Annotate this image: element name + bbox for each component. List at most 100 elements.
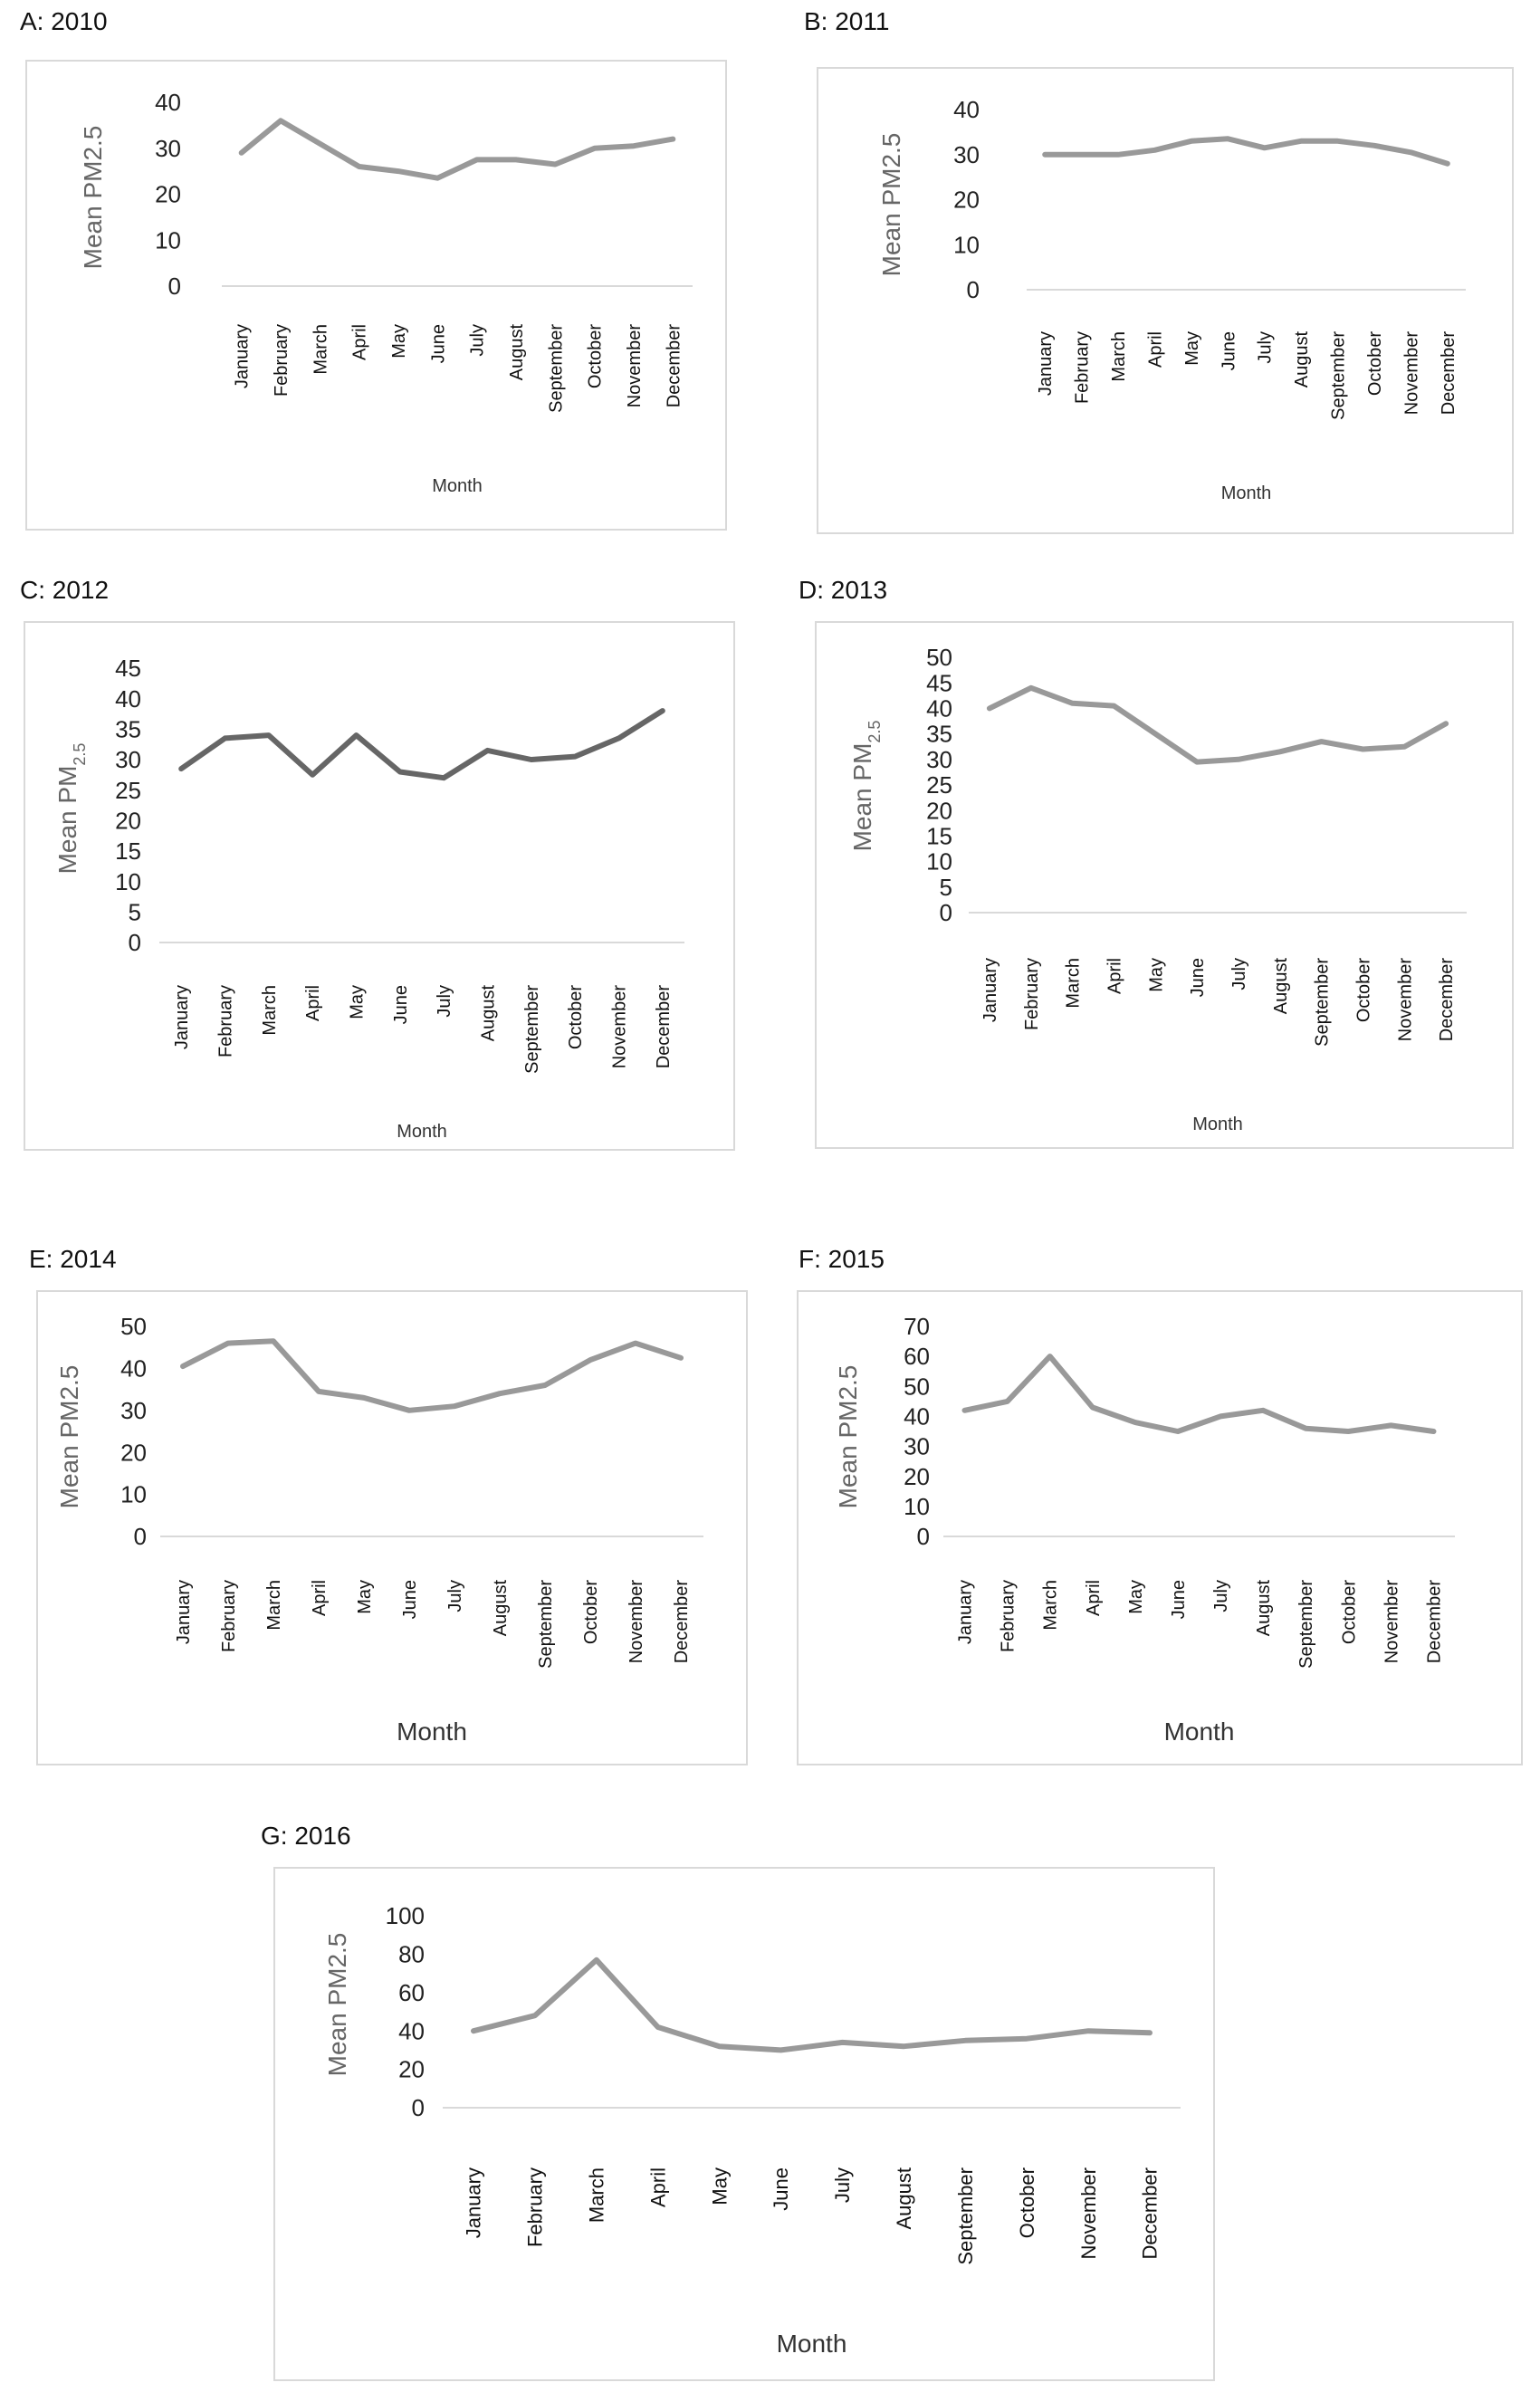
data-point xyxy=(1149,2032,1151,2033)
data-point xyxy=(594,148,596,149)
x-category-label: July xyxy=(1256,331,1276,364)
y-axis-label: Mean PM2.5 xyxy=(53,743,89,875)
x-category-label: September xyxy=(1296,1580,1316,1669)
y-tick-label: 40 xyxy=(155,89,181,116)
data-point xyxy=(363,1397,365,1399)
x-category-label: February xyxy=(524,2167,547,2247)
y-tick-label: 30 xyxy=(926,746,952,773)
y-tick-label: 40 xyxy=(904,1403,930,1430)
data-point xyxy=(903,2045,904,2047)
chart-a-2010: 0 10 20 30 40 Mean PM2.5 January February March A… xyxy=(25,60,727,531)
series-line xyxy=(961,1354,1437,1434)
data-point xyxy=(1300,140,1302,142)
data-point xyxy=(1305,1428,1306,1430)
data-point xyxy=(1081,154,1083,156)
y-axis-label: Mean PM2.5 xyxy=(323,1933,351,2077)
data-point xyxy=(1154,733,1156,735)
chart-g-2016: 0 20 40 60 80 100 Mean PM2.5 January February Mar… xyxy=(273,1867,1215,2381)
x-category-label: September xyxy=(1329,331,1349,420)
chart-svg: 0 10 20 30 40 Mean PM2.5 January February March A… xyxy=(877,96,1466,503)
data-point xyxy=(182,1365,184,1367)
data-point xyxy=(487,750,489,751)
data-point xyxy=(1321,741,1323,742)
x-category-label: July xyxy=(468,324,488,357)
panel-title-a: A: 2010 xyxy=(20,7,108,35)
x-category-label: September xyxy=(522,985,542,1074)
x-category-label: April xyxy=(310,1580,330,1616)
y-tick-label: 30 xyxy=(120,1397,147,1424)
x-category-label: November xyxy=(1395,958,1415,1042)
y-tick-label: 0 xyxy=(129,929,141,956)
x-category-label: June xyxy=(1219,331,1239,370)
x-category-label: November xyxy=(625,324,645,408)
y-tick-label: 0 xyxy=(940,899,952,926)
data-point xyxy=(1447,163,1449,165)
y-tick-label: 15 xyxy=(115,837,141,865)
x-category-label: May xyxy=(355,1580,375,1614)
x-category-label: September xyxy=(1313,958,1333,1047)
chart-c-2012: 0 5 10 15 20 25 30 35 40 45 Mean PM2.5 January Febru… xyxy=(24,621,735,1151)
data-point xyxy=(443,777,445,779)
data-point xyxy=(397,170,399,172)
data-point xyxy=(227,1343,229,1344)
data-point xyxy=(356,734,358,736)
x-category-label: November xyxy=(627,1580,646,1664)
x-category-label: April xyxy=(646,2167,669,2207)
y-tick-label: 40 xyxy=(953,96,980,123)
data-point xyxy=(1196,761,1198,763)
x-category-label: October xyxy=(581,1580,601,1644)
data-point xyxy=(473,2030,474,2032)
x-category-label: October xyxy=(1353,958,1373,1022)
x-category-label: February xyxy=(219,1580,239,1652)
series-line xyxy=(180,1338,684,1413)
data-point xyxy=(408,1410,410,1411)
y-tick-label: 10 xyxy=(120,1481,147,1508)
y-tick-label: 40 xyxy=(115,685,141,713)
y-tick-label: 50 xyxy=(120,1313,147,1340)
y-axis-label: Mean PM2.5 xyxy=(55,1365,83,1509)
y-tick-label: 30 xyxy=(953,141,980,168)
x-category-label: January xyxy=(1036,331,1056,396)
data-point xyxy=(241,152,243,154)
x-category-label: November xyxy=(1382,1580,1401,1664)
x-category-label: December xyxy=(1439,331,1459,416)
panel-title-d: D: 2013 xyxy=(799,576,888,604)
x-category-label: June xyxy=(391,985,411,1024)
x-category-label: June xyxy=(1188,958,1208,997)
data-point xyxy=(964,2040,966,2042)
data-point xyxy=(399,770,401,772)
data-point xyxy=(1262,1410,1264,1411)
y-tick-label: 25 xyxy=(926,771,952,799)
y-tick-label: 60 xyxy=(904,1343,930,1370)
data-point xyxy=(1153,149,1155,151)
x-category-label: October xyxy=(1016,2167,1038,2238)
y-tick-label: 30 xyxy=(115,746,141,773)
x-category-label: March xyxy=(311,324,330,375)
data-point xyxy=(1362,749,1363,751)
data-point xyxy=(618,737,620,739)
data-point xyxy=(1044,154,1046,156)
data-point xyxy=(1403,746,1405,748)
x-category-label: January xyxy=(172,985,192,1049)
panel-title-b: B: 2011 xyxy=(804,7,890,35)
data-point xyxy=(635,1343,636,1344)
x-category-label: July xyxy=(1211,1580,1231,1612)
y-axis-label: Mean PM2.5 xyxy=(848,721,884,852)
data-point xyxy=(1191,140,1192,142)
data-point xyxy=(319,143,320,145)
x-category-label: June xyxy=(1169,1580,1189,1619)
series-line xyxy=(238,118,676,181)
y-tick-label: 25 xyxy=(115,777,141,804)
data-point xyxy=(515,158,517,160)
x-category-label: April xyxy=(1105,958,1124,994)
x-category-label: May xyxy=(348,985,368,1019)
y-tick-label: 20 xyxy=(398,2056,425,2083)
data-point xyxy=(841,2042,843,2043)
y-tick-label: 10 xyxy=(155,226,181,254)
data-point xyxy=(1092,1406,1094,1408)
y-tick-label: 15 xyxy=(926,823,952,850)
series-line xyxy=(178,708,665,781)
x-category-label: January xyxy=(956,1580,976,1644)
x-category-label: May xyxy=(708,2167,731,2205)
